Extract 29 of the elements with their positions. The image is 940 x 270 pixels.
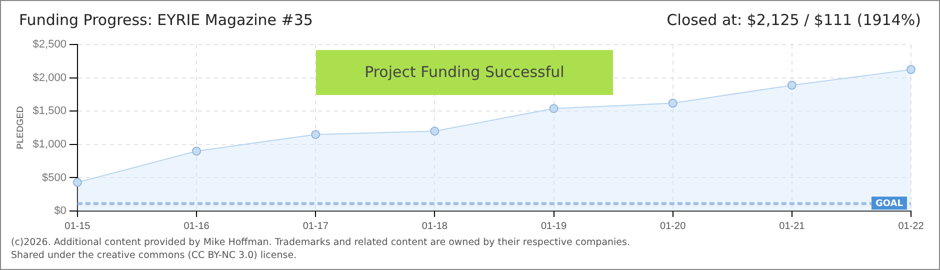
point <box>430 126 440 136</box>
chart-title: Funding Progress: EYRIE Magazine #35 <box>19 11 313 29</box>
y-tick-label: $1,000 <box>32 138 66 150</box>
point <box>72 178 82 187</box>
point <box>787 80 796 90</box>
y-axis-title: PLEDGED <box>14 106 25 150</box>
y-tick-label: $2,500 <box>32 38 66 51</box>
point <box>192 146 202 156</box>
y-tick-label: $2,000 <box>32 72 66 84</box>
ref-line-label: GOAL <box>876 198 904 209</box>
x-tick-label: 01-20 <box>660 220 686 232</box>
x-tick-label: 01-18 <box>422 220 448 232</box>
x-tick-label: 01-17 <box>302 220 329 232</box>
point <box>668 98 678 108</box>
point <box>311 130 320 139</box>
x-tick-label: 01-21 <box>779 220 806 232</box>
point <box>906 65 916 74</box>
x-tick-label: 01-19 <box>540 220 567 232</box>
point <box>549 104 558 113</box>
text: Shared under the creative commons (CC BY-NC 3.0) license. <box>11 250 297 261</box>
banner-box: Project Funding Successful <box>316 50 614 94</box>
y-tick-label: $0 <box>54 205 66 218</box>
text: Closed at: $2,125 / $111 (1914%) <box>666 11 921 29</box>
x-tick-label: 01-22 <box>898 220 924 232</box>
y-tick-label: $1,500 <box>32 105 66 118</box>
y-tick-label: $500 <box>42 172 66 184</box>
x-tick-label: 01-16 <box>184 220 210 232</box>
text: (c)2026. Additional content provided by Mike Hoffman. Trademarks and related content are owned by their respective companies. <box>11 237 630 248</box>
x-tick-label: 01-15 <box>64 220 91 232</box>
